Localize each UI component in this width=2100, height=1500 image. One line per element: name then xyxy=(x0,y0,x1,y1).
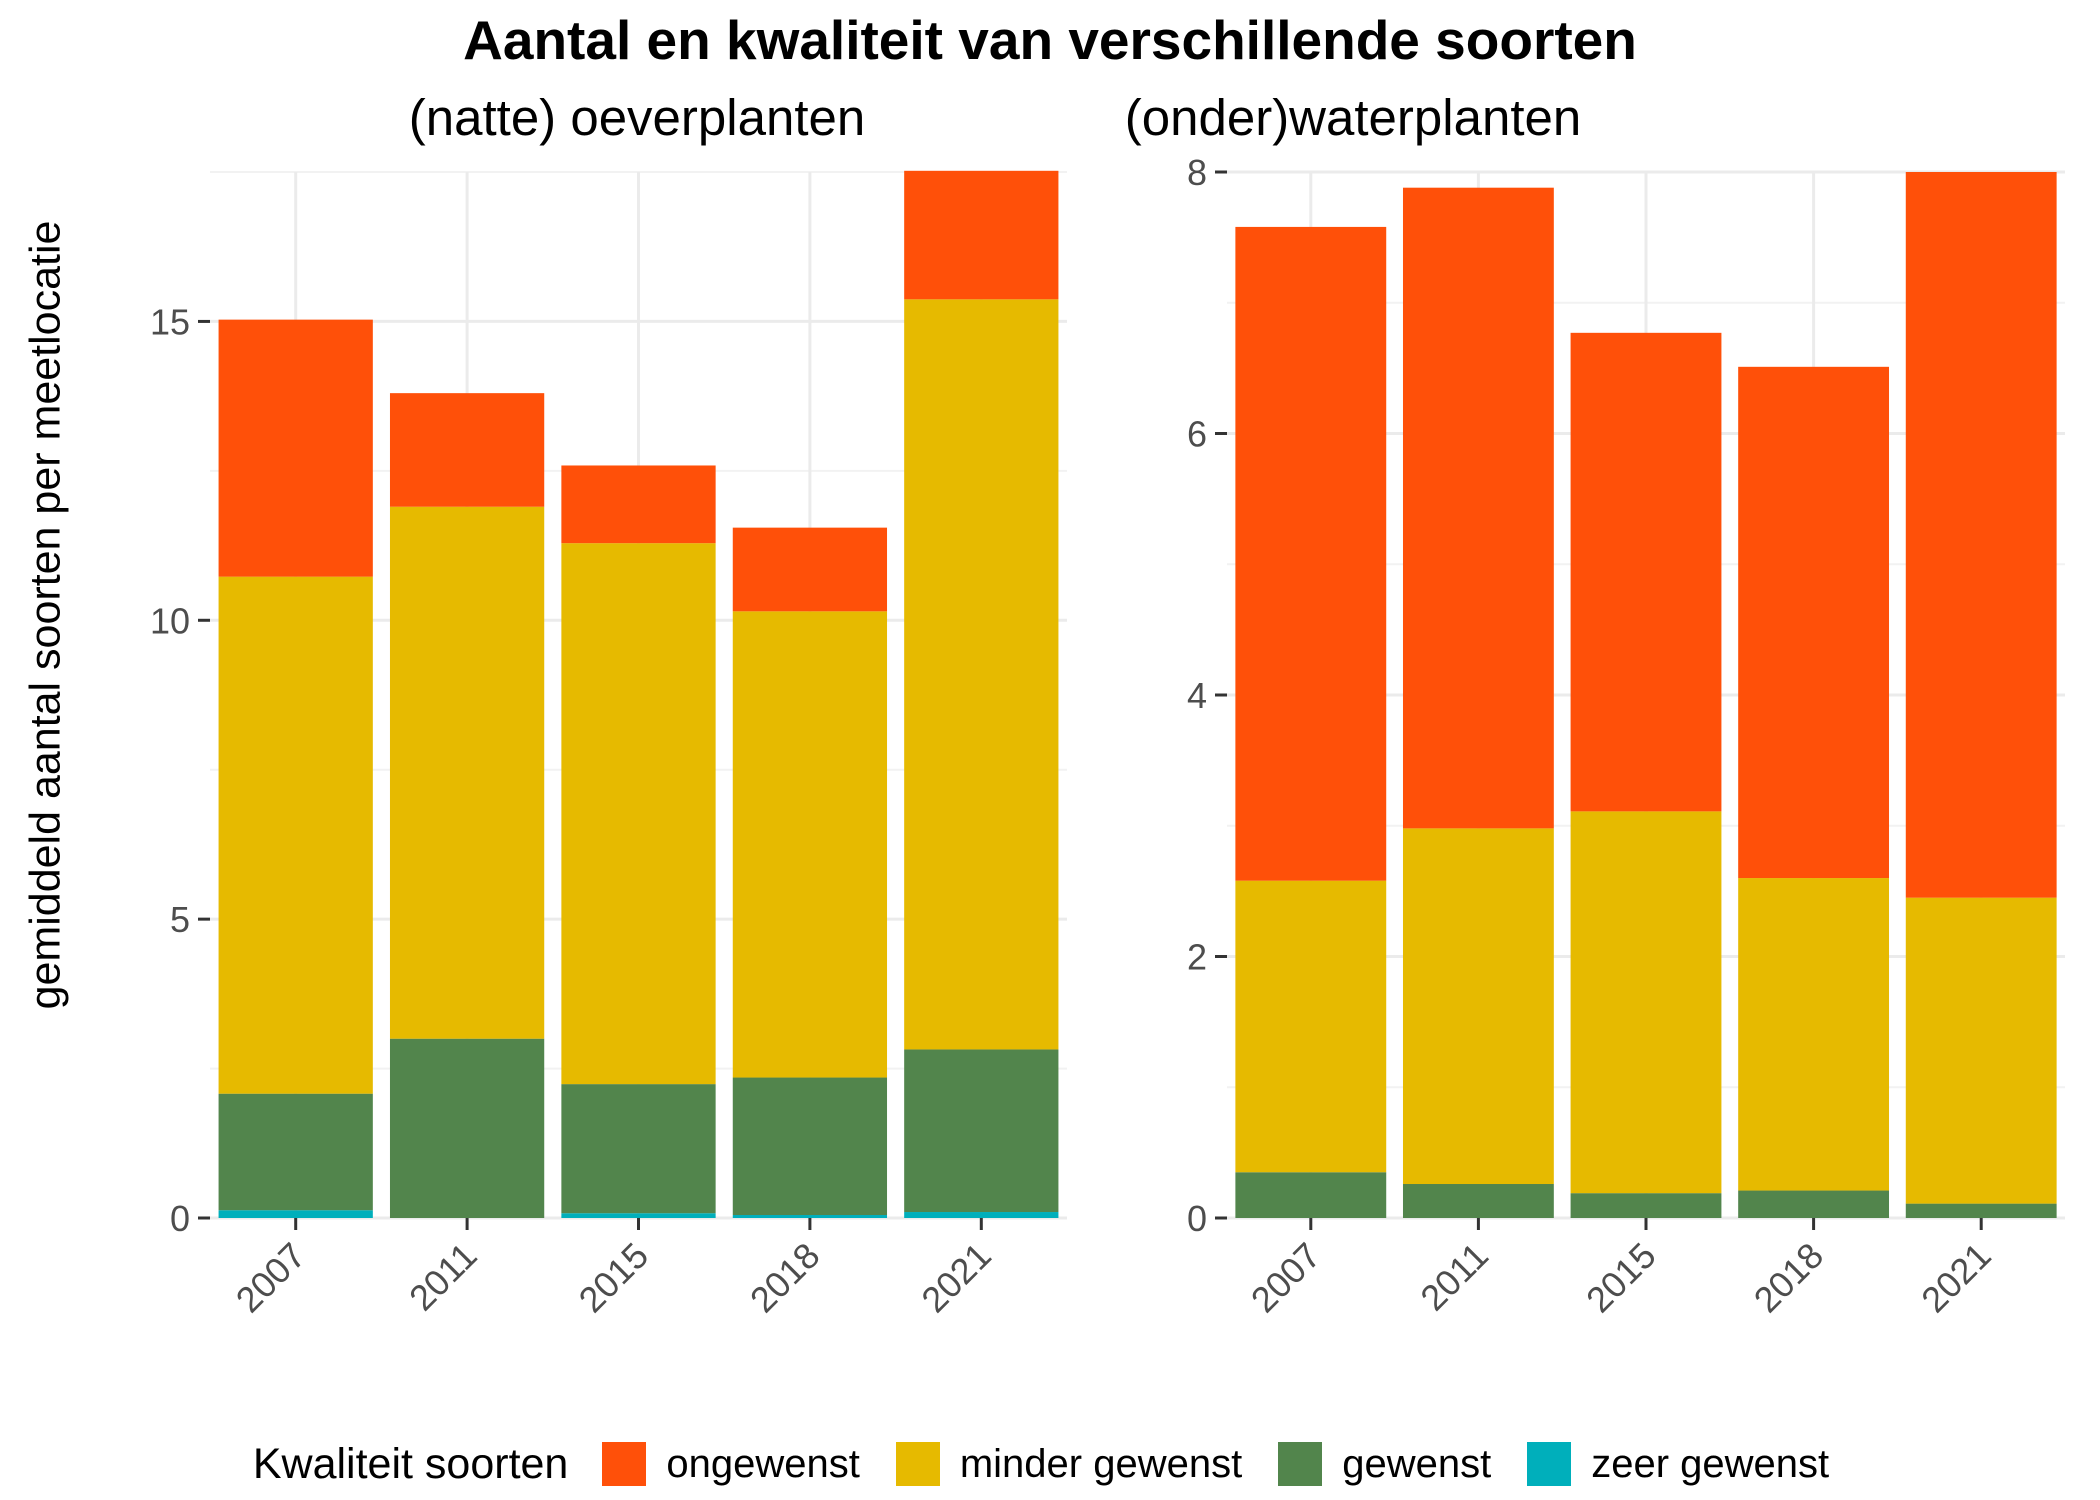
legend-label-minder-gewenst: minder gewenst xyxy=(959,1441,1243,1486)
x-tick-label-2015: 2015 xyxy=(1578,1235,1664,1321)
x-tick-label-2018: 2018 xyxy=(1746,1235,1832,1321)
bar-segment-zeer-gewenst-2018 xyxy=(732,1215,888,1218)
y-tick-label: 0 xyxy=(170,1198,190,1239)
bar-segment-ongewenst-2015 xyxy=(1570,332,1722,812)
y-tick-label: 4 xyxy=(1187,675,1207,716)
bar-segment-minder-gewenst-2021 xyxy=(904,299,1059,1050)
y-axis-title: gemiddeld aantal soorten per meetlocatie xyxy=(21,220,70,1010)
bar-segment-ongewenst-2007 xyxy=(218,319,373,577)
bar-segment-ongewenst-2018 xyxy=(732,527,888,612)
legend-key-ongewenst xyxy=(602,1442,647,1486)
bar-segment-minder-gewenst-2007 xyxy=(218,576,373,1094)
x-tick-label-2021: 2021 xyxy=(913,1235,999,1321)
legend-key-minder-gewenst xyxy=(895,1442,940,1486)
y-tick-label: 8 xyxy=(1187,152,1207,193)
bar-segment-gewenst-2011 xyxy=(1402,1184,1554,1218)
legend-item-ongewenst: ongewenst xyxy=(602,1441,860,1487)
bar-segment-gewenst-2015 xyxy=(1570,1193,1722,1218)
x-tick-label-2021: 2021 xyxy=(1913,1235,1999,1321)
y-tick-label: 6 xyxy=(1187,414,1207,455)
x-tick-label-2015: 2015 xyxy=(571,1235,657,1321)
x-tick-label-2007: 2007 xyxy=(1243,1235,1329,1321)
bar-segment-gewenst-2007 xyxy=(1235,1172,1387,1218)
bar-segment-ongewenst-2021 xyxy=(1905,172,2057,898)
legend-key-zeer-gewenst xyxy=(1527,1442,1572,1486)
bar-segment-gewenst-2007 xyxy=(218,1093,373,1211)
bar-segment-gewenst-2021 xyxy=(1905,1203,2057,1218)
bar-segment-ongewenst-2011 xyxy=(389,393,545,507)
x-tick-label-2018: 2018 xyxy=(742,1235,828,1321)
bar-segment-zeer-gewenst-2021 xyxy=(904,1212,1059,1218)
bar-segment-minder-gewenst-2015 xyxy=(1570,811,1722,1194)
legend-label-zeer-gewenst: zeer gewenst xyxy=(1591,1441,1830,1486)
chart-title: Aantal en kwaliteit van verschillende so… xyxy=(463,9,1637,71)
legend-item-minder-gewenst: minder gewenst xyxy=(895,1441,1243,1487)
y-tick-label: 5 xyxy=(170,899,190,940)
bar-segment-minder-gewenst-2018 xyxy=(1738,878,1890,1191)
bar-segment-ongewenst-2011 xyxy=(1402,187,1554,829)
bar-segment-minder-gewenst-2015 xyxy=(561,543,716,1085)
bar-segment-minder-gewenst-2018 xyxy=(732,611,888,1078)
bar-segment-minder-gewenst-2007 xyxy=(1235,880,1387,1173)
bar-segment-gewenst-2018 xyxy=(732,1077,888,1216)
bar-segment-ongewenst-2015 xyxy=(561,465,716,544)
bar-segment-ongewenst-2007 xyxy=(1235,226,1387,881)
panel-title-waterplanten: (onder)waterplanten xyxy=(1124,89,1582,146)
x-tick-label-2011: 2011 xyxy=(401,1235,485,1319)
bar-segment-gewenst-2015 xyxy=(561,1084,716,1214)
legend-label-ongewenst: ongewenst xyxy=(666,1441,860,1486)
bar-segment-ongewenst-2021 xyxy=(904,170,1059,300)
legend-item-zeer-gewenst: zeer gewenst xyxy=(1527,1442,1829,1487)
bar-segment-minder-gewenst-2021 xyxy=(1905,897,2057,1204)
bar-segment-gewenst-2011 xyxy=(389,1038,545,1218)
bar-segment-ongewenst-2018 xyxy=(1738,366,1890,879)
bar-segment-minder-gewenst-2011 xyxy=(389,506,545,1039)
y-tick-label: 2 xyxy=(1187,937,1207,978)
legend-item-gewenst: gewenst xyxy=(1278,1442,1491,1487)
y-tick-label: 10 xyxy=(150,600,190,641)
bar-segment-zeer-gewenst-2007 xyxy=(218,1210,373,1218)
x-tick-label-2011: 2011 xyxy=(1412,1235,1496,1319)
legend-title: Kwaliteit soorten xyxy=(252,1439,569,1488)
bar-segment-gewenst-2018 xyxy=(1738,1190,1890,1218)
legend-key-gewenst xyxy=(1278,1442,1323,1486)
bar-segment-gewenst-2021 xyxy=(904,1049,1059,1213)
bar-segment-minder-gewenst-2011 xyxy=(1402,828,1554,1185)
y-tick-label: 15 xyxy=(150,301,190,342)
legend: Kwaliteit soorten ongewenst minder gewen… xyxy=(0,1432,2100,1496)
panel-title-oeverplanten: (natte) oeverplanten xyxy=(408,89,866,146)
y-tick-label: 0 xyxy=(1187,1198,1207,1239)
legend-label-gewenst: gewenst xyxy=(1342,1441,1492,1486)
bar-segment-zeer-gewenst-2015 xyxy=(561,1213,716,1218)
x-tick-label-2007: 2007 xyxy=(228,1235,314,1321)
